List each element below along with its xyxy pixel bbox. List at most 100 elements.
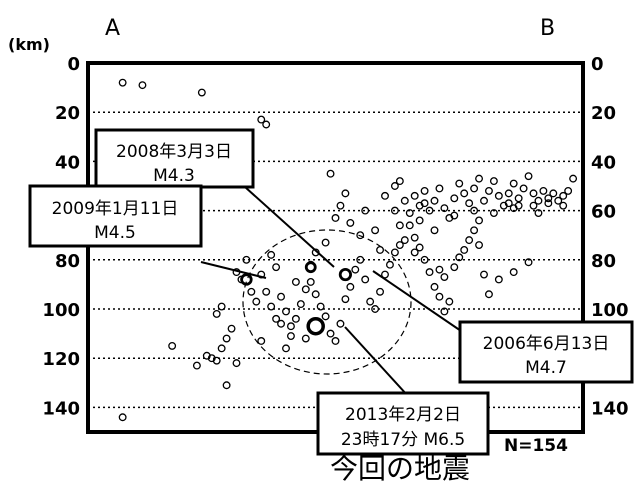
annotation-magnitude: M4.5 — [94, 223, 136, 243]
hypocenter-point — [489, 209, 498, 218]
y-tick-label-right: 40 — [591, 152, 616, 173]
hypocenter-point — [440, 307, 449, 316]
hypocenter-point — [262, 287, 271, 296]
hypocenter-point — [361, 206, 370, 215]
hypocenter-point — [306, 277, 315, 286]
hypocenter-point — [331, 337, 340, 345]
hypocenter-point — [395, 221, 404, 230]
hypocenter-point — [321, 312, 330, 321]
hypocenter-point — [559, 201, 568, 210]
hypocenter-point — [504, 199, 513, 208]
hypocenter-point — [470, 184, 479, 193]
hypocenter-point — [569, 174, 578, 183]
y-tick-label-right: 80 — [591, 251, 616, 272]
hypocenter-point — [455, 179, 464, 188]
hypocenter-point — [212, 356, 221, 365]
hypocenter-point — [267, 250, 276, 259]
hypocenter-point — [118, 413, 127, 422]
hypocenter-point — [247, 287, 256, 296]
hypocenter-point — [168, 341, 177, 350]
hypocenter-point — [455, 253, 464, 262]
hypocenter-point — [485, 290, 493, 299]
hypocenter-point — [227, 324, 236, 333]
hypocenter-point — [326, 169, 335, 178]
hypocenter-point — [470, 226, 479, 235]
hypocenter-point — [480, 270, 488, 279]
hypocenter-point — [272, 314, 281, 323]
annotation-box — [316, 391, 490, 456]
leader-line-2006 — [372, 270, 465, 334]
annotation-magnitude: M4.7 — [525, 358, 567, 378]
hypocenter-point — [465, 236, 474, 245]
event-count-label: N=154 — [504, 436, 568, 456]
hypocenter-point — [217, 302, 226, 311]
y-tick-label-right: 20 — [591, 103, 616, 124]
highlighted-event-point — [338, 267, 352, 282]
hypocenter-point — [356, 255, 365, 264]
hypocenter-point — [257, 337, 266, 345]
hypocenter-point — [287, 322, 295, 331]
hypocenter-point — [346, 218, 355, 227]
leader-line-2009 — [200, 261, 267, 279]
hypocenter-point — [282, 344, 290, 353]
hypocenter-point — [272, 263, 281, 272]
hypocenter-point — [400, 196, 409, 205]
annotation-date: 2009年1月11日 — [52, 199, 179, 219]
hypocenter-point — [197, 88, 206, 97]
hypocenter-point — [534, 209, 543, 218]
hypocenter-point — [381, 270, 389, 279]
hypocenter-point — [331, 214, 340, 222]
y-tick-label-right: 0 — [591, 54, 604, 75]
annotation-box — [28, 184, 203, 248]
hypocenter-point — [336, 201, 345, 210]
annotation-2009: 2009年1月11日 M4.5 — [28, 184, 203, 248]
annotation-date: 2008年3月3日 — [116, 142, 232, 162]
hypocenter-point — [420, 186, 429, 195]
annotation-magnitude: 23時17分 M6.5 — [341, 430, 465, 450]
hypocenter-point — [386, 260, 394, 269]
hypocenter-point — [376, 246, 384, 254]
annotation-magnitude: M4.3 — [153, 166, 195, 186]
hypocenter-point — [514, 201, 523, 210]
hypocenter-point — [232, 359, 241, 368]
hypocenter-point — [341, 189, 350, 198]
hypocenter-point — [460, 189, 469, 198]
hypocenter-point — [192, 361, 201, 370]
hypocenter-point — [435, 265, 444, 274]
hypocenter-point — [366, 297, 375, 306]
hypocenter-point — [554, 196, 563, 205]
y-tick-label-right: 100 — [591, 300, 629, 321]
hypocenter-point — [440, 273, 449, 281]
hypocenter-point — [524, 172, 533, 181]
hypocenter-point — [257, 115, 266, 124]
hypocenter-point — [371, 305, 380, 313]
hypocenter-point — [311, 290, 320, 299]
hypocenter-point — [262, 120, 271, 129]
hypocenter-point — [381, 191, 389, 200]
hypocenter-point — [430, 196, 439, 205]
hypocenter-point — [480, 196, 488, 205]
hypocenter-point — [450, 211, 459, 220]
hypocenter-point — [405, 221, 414, 230]
hypocenter-point — [514, 194, 523, 203]
hypocenter-point — [301, 334, 310, 343]
hypocenter-point — [435, 184, 444, 193]
hypocenter-point — [242, 255, 251, 264]
annotation-date: 2006年6月13日 — [483, 334, 610, 354]
y-tick-label-right: 60 — [591, 202, 616, 223]
hypocenter-point — [559, 191, 568, 200]
hypocenter-point — [460, 246, 469, 254]
depth-unit-label: (km) — [8, 35, 50, 54]
hypocenter-point — [425, 206, 434, 215]
endpoint-a-label: A — [105, 16, 120, 41]
hypocenter-point — [395, 177, 404, 186]
hypocenter-point — [420, 199, 429, 208]
hypocenter-point — [564, 186, 573, 195]
hypocenter-point — [222, 334, 231, 343]
hypocenter-point — [301, 285, 310, 294]
hypocenter-point — [371, 226, 380, 235]
hypocenter-point — [321, 238, 330, 247]
hypocenter-point — [539, 186, 548, 195]
hypocenter-point — [445, 297, 454, 306]
hypocenter-point — [222, 381, 231, 390]
